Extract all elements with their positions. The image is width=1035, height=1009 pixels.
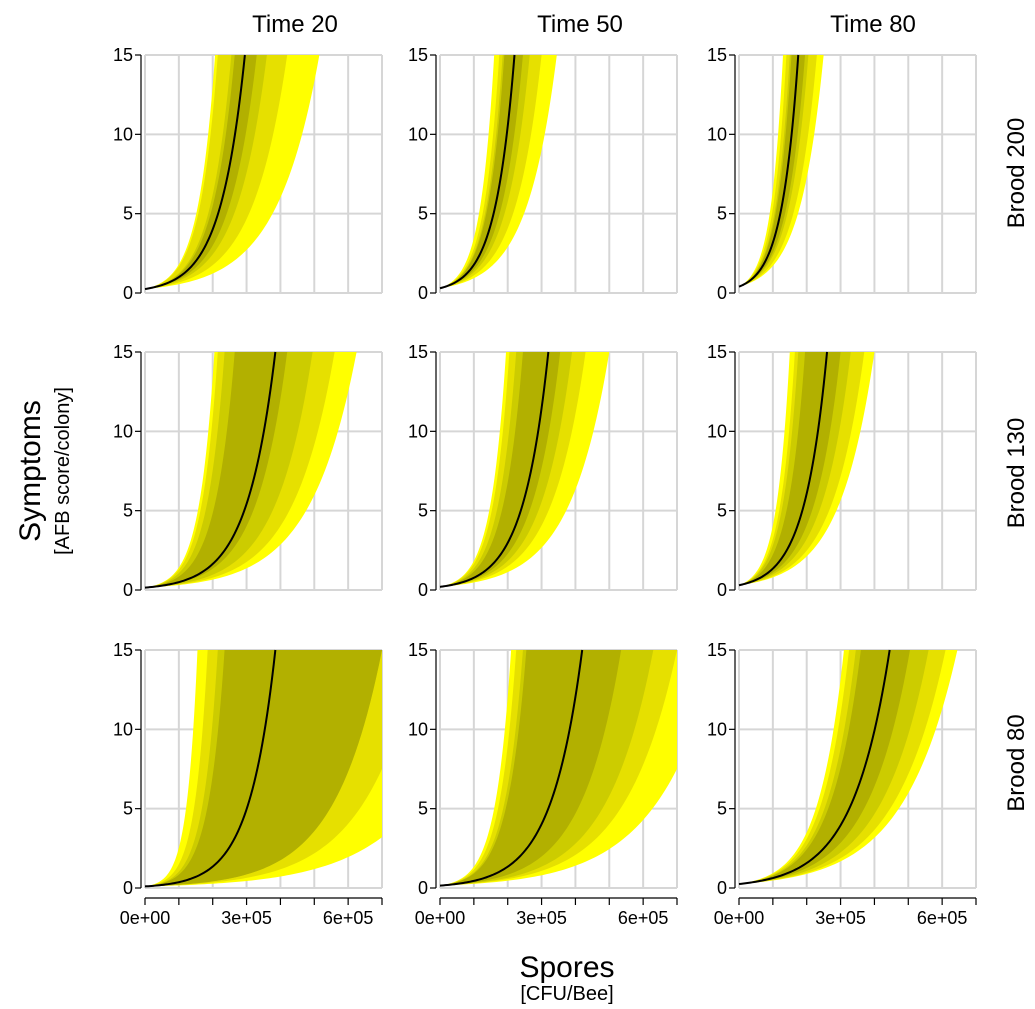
band-3 (739, 55, 806, 287)
y-tick-label: 0 (418, 580, 428, 600)
band-3 (440, 352, 561, 587)
band-3 (739, 650, 910, 885)
band-3 (145, 650, 382, 887)
panel-r2-c0: 0 5 10 15 0e+00 3e+05 6e+05 (113, 640, 383, 928)
row-label-brood-80: Brood 80 (1003, 714, 1030, 811)
y-tick-label: 5 (418, 799, 428, 819)
panel-r0-c0: 0 5 10 15 (113, 45, 383, 303)
y-tick-label: 10 (408, 124, 428, 144)
panel-r0-c1: 0 5 10 15 (408, 45, 678, 303)
band-3 (440, 650, 622, 886)
median-line (439, 351, 550, 588)
y-tick-label: 5 (123, 204, 133, 224)
y-tick-label: 10 (408, 719, 428, 739)
y-tick-label: 15 (113, 342, 133, 362)
y-tick-label: 0 (418, 878, 428, 898)
y-axis-title: Symptoms (14, 400, 47, 542)
y-tick-label: 15 (707, 640, 727, 660)
y-tick-label: 5 (123, 799, 133, 819)
y-tick-label: 10 (408, 421, 428, 441)
y-tick-label: 15 (408, 45, 428, 65)
median-line (439, 649, 584, 887)
median-line (144, 54, 246, 291)
y-tick-label: 10 (707, 421, 727, 441)
y-axis-unit: [AFB score/colony] (52, 387, 74, 555)
y-tick-label: 10 (113, 719, 133, 739)
x-tick-label: 3e+05 (815, 908, 866, 928)
y-tick-label: 0 (418, 283, 428, 303)
y-tick-label: 0 (717, 878, 727, 898)
median-line (738, 649, 891, 886)
y-tick-label: 15 (707, 342, 727, 362)
y-tick-label: 10 (113, 124, 133, 144)
y-tick-label: 0 (123, 283, 133, 303)
median-line (738, 351, 829, 587)
x-tick-label: 0e+00 (120, 908, 171, 928)
panel-r0-c2: 0 5 10 15 (707, 45, 977, 303)
y-tick-label: 15 (113, 45, 133, 65)
x-tick-label: 3e+05 (221, 908, 272, 928)
median-line (144, 351, 277, 589)
panel-r1-c0: 0 5 10 15 (113, 342, 383, 600)
y-tick-label: 5 (418, 501, 428, 521)
y-tick-label: 0 (717, 580, 727, 600)
y-tick-label: 15 (408, 640, 428, 660)
y-tick-label: 15 (113, 640, 133, 660)
y-tick-label: 5 (418, 204, 428, 224)
x-tick-label: 6e+05 (917, 908, 968, 928)
panel-grid: 0 5 10 15 0 5 10 15 0 5 10 15 0 5 10 15 0 5 10 15 0 5 10 15 0 5 10… (113, 45, 977, 928)
median-line (738, 54, 800, 288)
y-tick-label: 5 (717, 799, 727, 819)
band-3 (145, 352, 288, 588)
y-tick-label: 10 (113, 421, 133, 441)
panel-r2-c1: 0 5 10 15 0e+00 3e+05 6e+05 (408, 640, 678, 928)
y-tick-label: 15 (408, 342, 428, 362)
y-tick-label: 10 (707, 124, 727, 144)
y-tick-label: 0 (123, 878, 133, 898)
panel-r1-c2: 0 5 10 15 (707, 342, 977, 600)
col-title-time-80: Time 80 (830, 11, 916, 38)
band-3 (739, 352, 841, 586)
y-tick-label: 15 (707, 45, 727, 65)
y-tick-label: 0 (717, 283, 727, 303)
y-tick-label: 5 (717, 501, 727, 521)
band-3 (145, 55, 257, 290)
panel-r1-c1: 0 5 10 15 (408, 342, 678, 600)
col-title-time-50: Time 50 (537, 11, 623, 38)
x-tick-label: 3e+05 (516, 908, 567, 928)
x-tick-label: 0e+00 (415, 908, 466, 928)
row-label-brood-130: Brood 130 (1003, 418, 1030, 529)
x-tick-label: 6e+05 (618, 908, 669, 928)
band-3 (440, 55, 523, 289)
median-line (439, 54, 516, 290)
x-axis-unit: [CFU/Bee] (520, 983, 613, 1005)
y-tick-label: 5 (717, 204, 727, 224)
median-line (144, 649, 277, 888)
y-tick-label: 10 (707, 719, 727, 739)
row-label-brood-200: Brood 200 (1003, 118, 1030, 229)
x-axis-title: Spores (519, 951, 614, 984)
y-tick-label: 5 (123, 501, 133, 521)
x-tick-label: 0e+00 (714, 908, 765, 928)
x-tick-label: 6e+05 (323, 908, 374, 928)
panel-r2-c2: 0 5 10 15 0e+00 3e+05 6e+05 (707, 640, 977, 928)
y-tick-label: 0 (123, 580, 133, 600)
col-title-time-20: Time 20 (252, 11, 338, 38)
